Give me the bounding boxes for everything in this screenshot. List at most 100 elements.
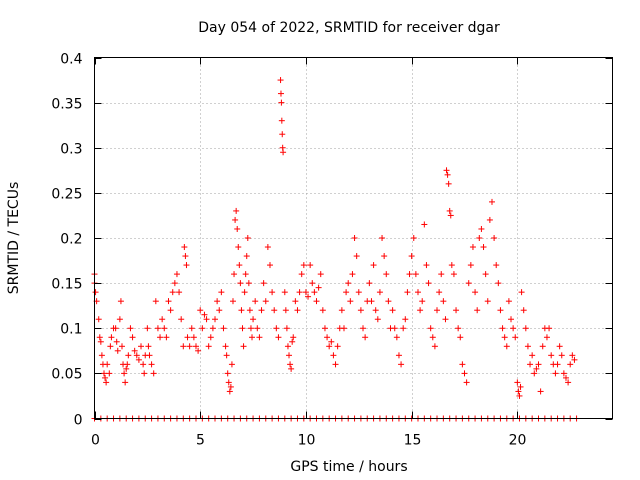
data-point (302, 289, 309, 296)
data-point (266, 262, 273, 269)
x-tick-label: 10 (298, 433, 316, 449)
data-point (515, 388, 522, 395)
data-point (224, 370, 231, 377)
data-point (355, 289, 362, 296)
x-tick-label: 5 (196, 433, 205, 449)
data-point (275, 334, 282, 341)
data-point (188, 325, 195, 332)
data-point (256, 334, 263, 341)
data-point (96, 334, 103, 341)
data-point (288, 365, 295, 372)
data-point (171, 280, 178, 287)
data-point (140, 361, 147, 368)
data-point (562, 374, 569, 381)
data-point (552, 370, 559, 377)
data-point (237, 280, 244, 287)
data-point (366, 280, 373, 287)
data-point (260, 280, 267, 287)
data-point (478, 225, 485, 232)
data-point (190, 334, 197, 341)
data-point (385, 298, 392, 305)
y-tick-label: 0 (74, 413, 83, 429)
data-point (569, 352, 576, 359)
data-point (328, 338, 335, 345)
data-point (321, 325, 328, 332)
data-point (330, 352, 337, 359)
data-point (480, 244, 487, 251)
data-point (488, 198, 495, 205)
data-point (340, 325, 347, 332)
data-point (144, 325, 151, 332)
data-point (277, 90, 284, 97)
data-point (145, 343, 152, 350)
data-point (214, 298, 221, 305)
data-point (505, 298, 512, 305)
data-point (543, 334, 550, 341)
data-point (212, 316, 219, 323)
data-point (146, 352, 153, 359)
data-point (402, 316, 409, 323)
data-point (112, 325, 119, 332)
y-tick-label: 0.25 (51, 187, 82, 203)
data-point (284, 343, 291, 350)
data-point (558, 352, 565, 359)
y-tick-label: 0.3 (60, 142, 82, 158)
x-tick-label: 15 (404, 433, 422, 449)
data-point (508, 316, 515, 323)
data-point (192, 343, 199, 350)
data-point (391, 325, 398, 332)
data-point (527, 361, 534, 368)
data-point (495, 280, 502, 287)
data-point (131, 347, 138, 354)
data-point (395, 352, 402, 359)
data-point (102, 374, 109, 381)
data-point (289, 338, 296, 345)
data-point (417, 307, 424, 314)
data-point (469, 244, 476, 251)
data-point (357, 307, 364, 314)
data-point (440, 298, 447, 305)
data-point (181, 244, 188, 251)
data-point (372, 307, 379, 314)
data-point (443, 167, 450, 174)
data-point (499, 325, 506, 332)
data-point (165, 298, 172, 305)
data-point (238, 307, 245, 314)
data-point (95, 316, 102, 323)
data-point (229, 298, 236, 305)
data-point (518, 289, 525, 296)
data-point (241, 289, 248, 296)
data-point (101, 370, 108, 377)
data-point (150, 370, 157, 377)
data-point (92, 289, 99, 296)
data-point (512, 334, 519, 341)
data-point (264, 244, 271, 251)
data-point (571, 356, 578, 363)
data-point (129, 334, 136, 341)
data-point (178, 316, 185, 323)
y-tick-label: 0.05 (51, 367, 82, 383)
chart-title: Day 054 of 2022, SRMTID for receiver dga… (198, 20, 500, 36)
data-point (182, 253, 189, 260)
data-point (169, 289, 176, 296)
data-point (389, 307, 396, 314)
data-point (520, 307, 527, 314)
data-point (114, 347, 121, 354)
data-point (313, 298, 320, 305)
data-point (447, 212, 454, 219)
y-tick-label: 0.35 (51, 97, 82, 113)
data-point (315, 284, 322, 291)
y-tick-label: 0.4 (60, 52, 82, 68)
data-point (379, 235, 386, 241)
data-point (157, 334, 164, 341)
data-point (127, 325, 134, 332)
data-point (419, 298, 426, 305)
data-point (222, 343, 229, 350)
data-point (283, 325, 290, 332)
data-point (296, 289, 303, 296)
data-point (476, 235, 483, 241)
data-point (243, 253, 250, 260)
data-point (278, 99, 285, 106)
data-point (324, 334, 331, 341)
